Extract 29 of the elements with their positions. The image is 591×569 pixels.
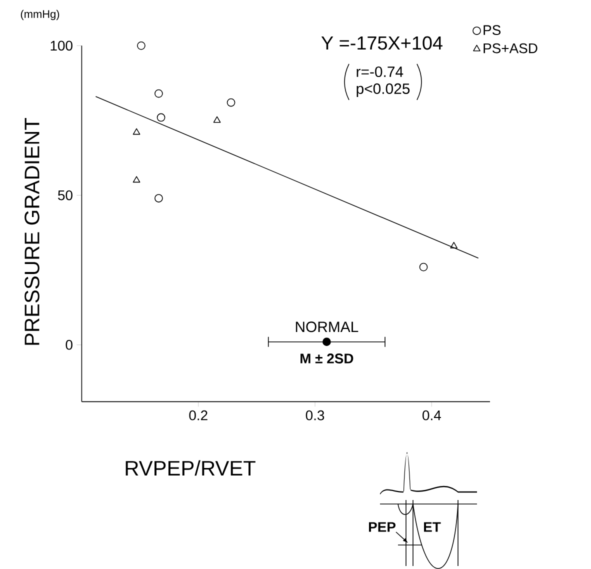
annotation: p<0.025 [356,83,410,97]
legend-label: PS+ASD [484,43,538,54]
point [213,116,221,123]
point [322,338,331,346]
point [154,89,163,98]
x-tick-label: 0.2 [189,410,208,420]
point [154,194,163,202]
y-tick-label: 50 [58,190,72,200]
x-tick-label: 0.4 [422,410,441,420]
legend-label: PS [484,25,501,36]
annotation: M ± 2SD [300,354,354,364]
point [156,113,166,122]
point [132,176,140,183]
y-tick-label: 0 [66,340,72,350]
annotation: Y =-175X+104 [321,36,442,50]
point [132,128,140,135]
point [226,98,236,107]
x-tick-label: 0.3 [306,410,324,420]
y-tick-label: 100 [50,40,72,51]
annotation: r=-0.74 [356,66,404,78]
y-axis-title: PRESSURE GRADIENT [24,118,40,345]
point [419,262,428,272]
text: PEP [368,522,396,532]
point [450,242,458,248]
text: (mmHg) [20,10,60,20]
text: ET [424,522,441,532]
x-axis-title: RVPEP/RVET [126,460,256,476]
point [137,42,146,50]
series-label: NORMAL [296,322,358,332]
